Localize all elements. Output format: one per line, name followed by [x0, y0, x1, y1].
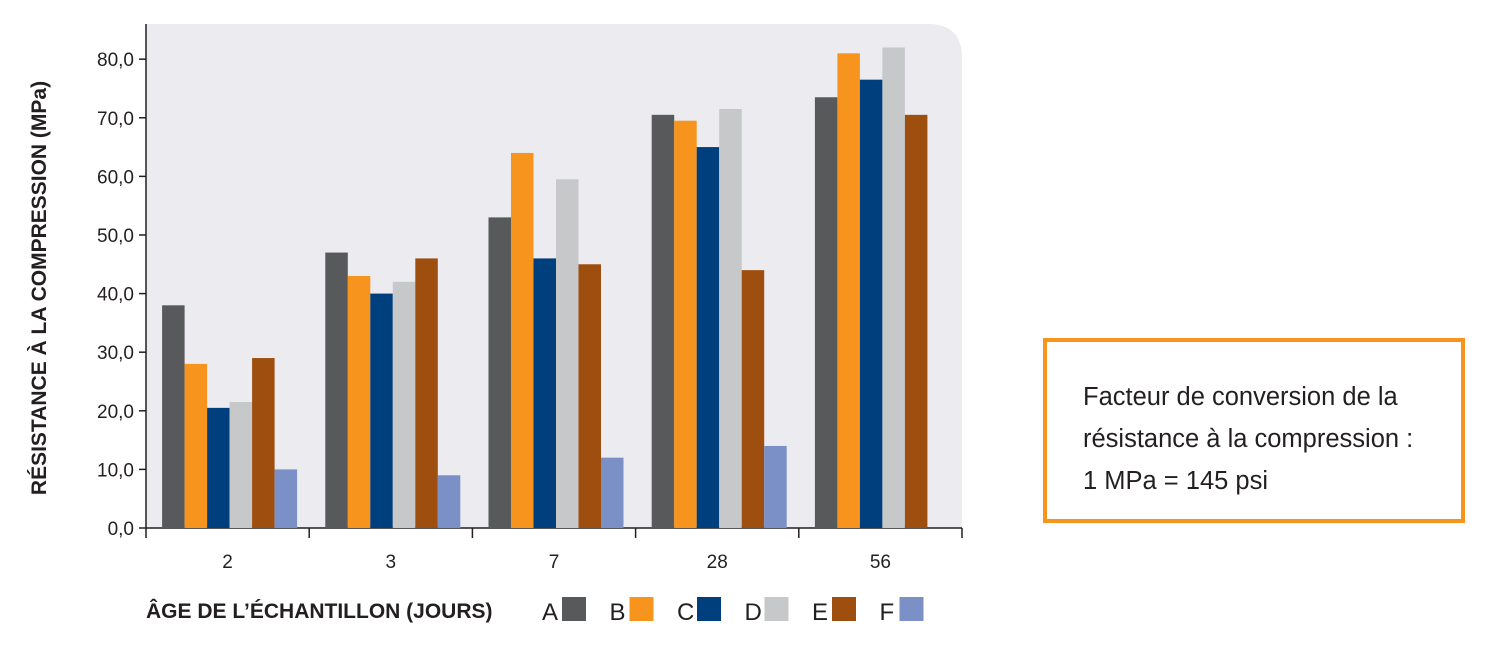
y-tick-label: 70,0	[97, 109, 134, 130]
legend-swatch-b	[629, 597, 654, 621]
y-tick-label: 60,0	[97, 167, 134, 188]
bar-e-2	[252, 358, 275, 528]
y-tick-label: 30,0	[97, 343, 134, 364]
bar-c-2	[207, 407, 230, 528]
bar-d-3	[392, 281, 416, 528]
bar-b-3	[347, 276, 371, 528]
legend-label-d: D	[745, 599, 762, 626]
legend-label-e: E	[812, 599, 828, 626]
y-tick-label: 40,0	[97, 285, 134, 306]
bar-e-7	[578, 264, 601, 528]
legend-label-b: B	[610, 599, 626, 626]
bar-f-2	[274, 469, 298, 528]
bar-a-7	[488, 217, 511, 528]
legend-swatch-f	[899, 597, 924, 621]
y-axis: 0,0 10,0 20,0 30,0 40,0 50,0 60,0 70,0 80,0	[97, 24, 147, 540]
legend-swatch-c	[697, 597, 721, 621]
bar-a-28	[651, 114, 675, 528]
legend-swatch-a	[562, 597, 586, 621]
x-tick-label: 28	[707, 552, 728, 573]
legend-label-f: F	[880, 599, 895, 626]
bar-d-56	[882, 47, 905, 528]
y-tick-label: 20,0	[97, 402, 134, 423]
bar-f-7	[601, 457, 624, 528]
bar-c-3	[370, 293, 393, 528]
legend-swatch-e	[832, 597, 856, 621]
bar-a-56	[814, 97, 838, 529]
y-axis-title: RÉSISTANCE À LA COMPRESSION (MPa)	[28, 81, 51, 495]
conversion-note-box: Facteur de conversion de la résistance à…	[1043, 338, 1465, 523]
bar-e-56	[904, 114, 928, 528]
x-axis-title: ÂGE DE L’ÉCHANTILLON (JOURS)	[146, 599, 493, 623]
y-tick-label: 10,0	[97, 460, 134, 481]
bar-d-7	[556, 179, 579, 529]
bar-c-7	[533, 258, 556, 528]
bar-f-3	[437, 475, 461, 528]
y-tick-label: 50,0	[97, 226, 134, 247]
bar-a-3	[325, 252, 348, 528]
conversion-note-text: Facteur de conversion de la résistance à…	[1083, 383, 1414, 495]
legend: A B C D E F	[542, 597, 924, 626]
bar-e-3	[415, 258, 438, 528]
x-tick-label: 56	[870, 552, 891, 573]
x-axis: 2 3 7 28 56	[145, 527, 963, 573]
bar-b-28	[674, 120, 697, 528]
y-tick-label: 0,0	[108, 519, 134, 540]
x-tick-label: 7	[549, 552, 560, 573]
bar-f-28	[764, 445, 787, 528]
bar-d-28	[719, 108, 742, 528]
bar-c-28	[696, 147, 720, 528]
bar-b-56	[837, 53, 860, 528]
bar-d-2	[229, 402, 253, 528]
bar-b-2	[184, 363, 208, 528]
y-tick-label: 80,0	[97, 50, 134, 71]
bar-c-56	[859, 79, 883, 529]
bar-a-2	[162, 305, 185, 528]
bars	[162, 47, 928, 529]
x-tick-label: 2	[222, 552, 233, 573]
legend-label-c: C	[677, 599, 694, 626]
legend-label-a: A	[542, 599, 558, 626]
x-tick-label: 3	[386, 552, 397, 573]
bar-e-28	[741, 270, 765, 528]
legend-swatch-d	[764, 597, 789, 621]
bar-b-7	[511, 152, 534, 528]
